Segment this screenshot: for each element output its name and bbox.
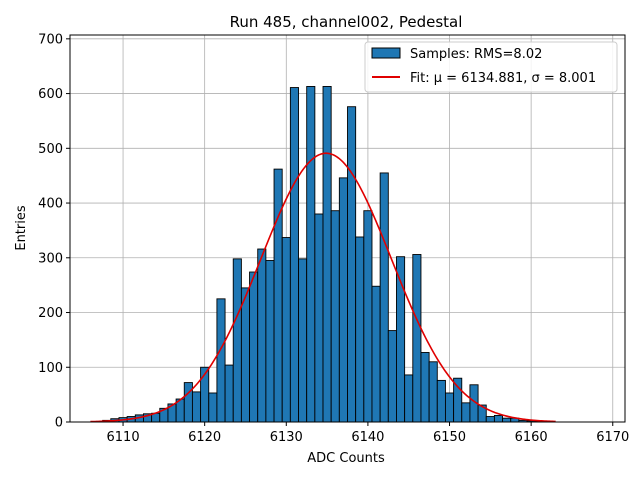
y-tick-label: 500 [38,142,63,157]
y-axis-label: Entries [14,205,29,251]
plot-frame [69,34,626,423]
histogram-bar [191,391,202,423]
histogram-bar [363,210,373,423]
y-tick-label: 0 [55,416,63,431]
histogram-bar [306,86,316,423]
histogram-bar [436,379,446,423]
histogram-bar [379,172,389,423]
histogram-bar [420,352,430,423]
x-tick-label: 6160 [515,430,548,445]
x-axis-label: ADC Counts [307,451,385,466]
legend-swatch-samples [371,47,401,59]
legend: Samples: RMS=8.02 Fit: μ = 6134.881, σ =… [364,41,618,93]
y-tick-label: 200 [38,306,63,321]
y-tick-label: 700 [38,32,63,47]
histogram-bar [485,416,495,423]
histogram-bar [338,177,348,423]
y-tick-label: 400 [38,197,63,212]
histogram-bar [444,392,455,423]
x-tick-label: 6130 [270,430,303,445]
x-tick-label: 6150 [433,430,466,445]
histogram-bar [412,254,422,423]
histogram-bar [347,106,357,423]
histogram-bar [314,213,324,423]
y-tick-label: 100 [38,361,63,376]
histogram-bar [224,364,234,423]
legend-label-fit: Fit: μ = 6134.881, σ = 8.001 [410,71,596,86]
y-tick-label: 300 [38,251,63,266]
histogram-bar [281,237,291,423]
histogram-bar [257,248,267,423]
y-tick-label: 600 [38,87,63,102]
x-tick-label: 6140 [351,430,384,445]
histogram-bar [183,382,193,423]
histogram-bar [322,86,332,423]
histogram-bar [453,377,463,423]
y-axis-ticks: 0 100 200 300 400 500 600 700 [38,32,70,431]
histogram-bar [493,414,504,423]
histogram-bar [249,271,259,423]
legend-label-samples: Samples: RMS=8.02 [410,47,542,62]
histogram-bar [387,330,397,423]
chart-title: Run 485, channel002, Pedestal [230,13,463,31]
histogram-bar [502,417,512,423]
histogram-bar [216,298,226,423]
x-tick-label: 6170 [596,430,629,445]
histogram-bar [265,260,275,423]
x-tick-label: 6120 [188,430,221,445]
x-tick-label: 6110 [107,430,140,445]
x-axis-ticks: 6110 6120 6130 6140 6150 6160 6170 [107,422,629,445]
fit-curve [90,152,556,423]
histogram-bar [208,392,218,423]
histogram-bar [355,236,365,423]
histogram-bar [240,287,251,423]
histogram-bar [371,285,381,423]
histogram-bar [404,374,414,423]
legend-frame [364,41,618,93]
histogram-bar [428,361,438,423]
histogram-bar [273,168,283,423]
histogram-bar [232,258,242,423]
histogram-bar [461,402,471,423]
histogram-bar [289,87,299,423]
histogram-bar [298,258,308,423]
histogram-bar [330,210,340,423]
